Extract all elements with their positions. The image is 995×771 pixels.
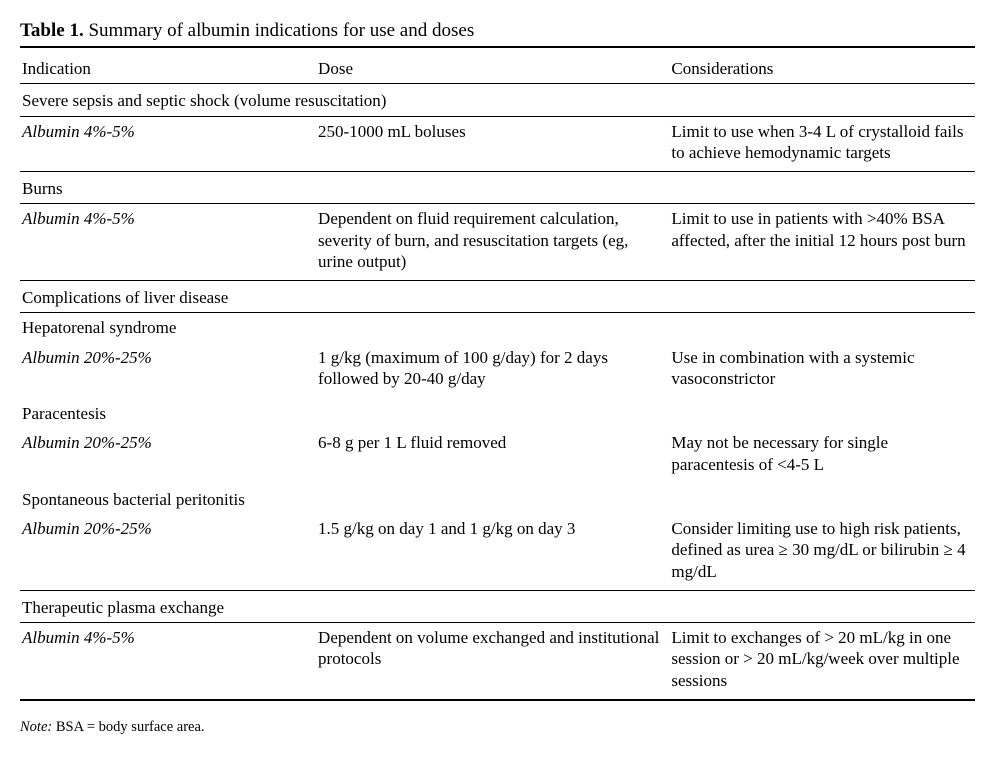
sbp-name: Spontaneous bacterial peritonitis [20, 479, 316, 514]
burns-product: Albumin 4%-5% [20, 204, 316, 281]
tpe-considerations: Limit to exchanges of > 20 mL/kg in one … [669, 623, 975, 700]
row-para-name: Paracentesis [20, 393, 975, 428]
row-sbp: Albumin 20%-25% 1.5 g/kg on day 1 and 1 … [20, 514, 975, 590]
sepsis-dose: 250-1000 mL boluses [316, 116, 669, 172]
row-sbp-name: Spontaneous bacterial peritonitis [20, 479, 975, 514]
sbp-product: Albumin 20%-25% [20, 514, 316, 590]
sepsis-considerations: Limit to use when 3-4 L of crystalloid f… [669, 116, 975, 172]
section-sepsis-title: Severe sepsis and septic shock (volume r… [20, 84, 975, 116]
para-dose: 6-8 g per 1 L fluid removed [316, 428, 669, 479]
row-para: Albumin 20%-25% 6-8 g per 1 L fluid remo… [20, 428, 975, 479]
hrs-name: Hepatorenal syndrome [20, 313, 316, 343]
hrs-considerations: Use in combination with a systemic vasoc… [669, 343, 975, 394]
col-indication: Indication [20, 54, 316, 84]
burns-considerations: Limit to use in patients with >40% BSA a… [669, 204, 975, 281]
section-sepsis-header: Severe sepsis and septic shock (volume r… [20, 84, 975, 116]
table-label: Table 1. [20, 20, 84, 41]
note-text: BSA = body surface area. [56, 719, 205, 735]
para-product: Albumin 20%-25% [20, 428, 316, 479]
section-burns-header: Burns [20, 172, 975, 204]
hrs-product: Albumin 20%-25% [20, 343, 316, 394]
hrs-dose: 1 g/kg (maximum of 100 g/day) for 2 days… [316, 343, 669, 394]
sbp-dose: 1.5 g/kg on day 1 and 1 g/kg on day 3 [316, 514, 669, 590]
para-considerations: May not be necessary for single paracent… [669, 428, 975, 479]
sepsis-product: Albumin 4%-5% [20, 116, 316, 172]
section-tpe-header: Therapeutic plasma exchange [20, 590, 975, 622]
note-label: Note: [20, 719, 52, 735]
sbp-considerations: Consider limiting use to high risk patie… [669, 514, 975, 590]
table-container: Table 1. Summary of albumin indications … [20, 20, 975, 736]
table-title: Table 1. Summary of albumin indications … [20, 20, 975, 48]
table-header-row: Indication Dose Considerations [20, 54, 975, 84]
albumin-table: Indication Dose Considerations Severe se… [20, 54, 975, 701]
row-hrs: Albumin 20%-25% 1 g/kg (maximum of 100 g… [20, 343, 975, 394]
table-note: Note: BSA = body surface area. [20, 715, 975, 736]
table-title-text: Summary of albumin indications for use a… [88, 20, 474, 41]
tpe-product: Albumin 4%-5% [20, 623, 316, 700]
section-liver-header: Complications of liver disease [20, 281, 975, 313]
row-sepsis: Albumin 4%-5% 250-1000 mL boluses Limit … [20, 116, 975, 172]
row-tpe: Albumin 4%-5% Dependent on volume exchan… [20, 623, 975, 700]
col-considerations: Considerations [669, 54, 975, 84]
para-name: Paracentesis [20, 393, 316, 428]
col-dose: Dose [316, 54, 669, 84]
section-tpe-title: Therapeutic plasma exchange [20, 590, 975, 622]
section-liver-title: Complications of liver disease [20, 281, 975, 313]
tpe-dose: Dependent on volume exchanged and instit… [316, 623, 669, 700]
section-burns-title: Burns [20, 172, 975, 204]
burns-dose: Dependent on fluid requirement calculati… [316, 204, 669, 281]
row-burns: Albumin 4%-5% Dependent on fluid require… [20, 204, 975, 281]
row-hrs-name: Hepatorenal syndrome [20, 313, 975, 343]
